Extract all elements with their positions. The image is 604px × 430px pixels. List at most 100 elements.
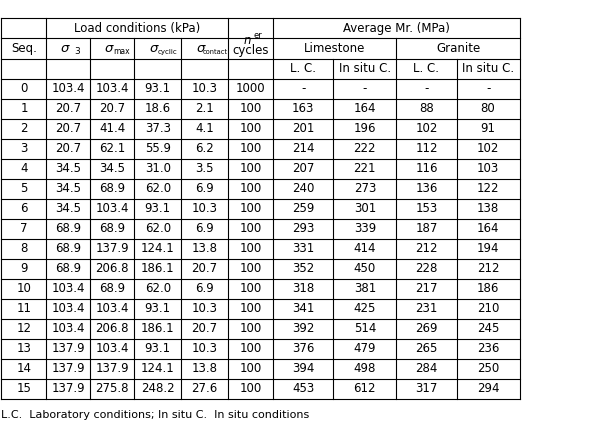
Text: 62.0: 62.0 xyxy=(144,182,171,195)
Text: 68.9: 68.9 xyxy=(99,182,126,195)
Text: L. C.: L. C. xyxy=(290,62,316,75)
Text: 196: 196 xyxy=(353,122,376,135)
Text: -: - xyxy=(301,82,306,95)
Text: 6: 6 xyxy=(20,202,28,215)
Text: 103.4: 103.4 xyxy=(95,302,129,315)
Text: 294: 294 xyxy=(477,382,500,395)
Text: 186.1: 186.1 xyxy=(141,262,175,275)
Text: 153: 153 xyxy=(416,202,437,215)
Text: 103.4: 103.4 xyxy=(95,202,129,215)
Text: 1: 1 xyxy=(20,102,28,115)
Text: 10.3: 10.3 xyxy=(191,82,217,95)
Text: 103.4: 103.4 xyxy=(52,302,85,315)
Text: 103.4: 103.4 xyxy=(52,322,85,335)
Text: 293: 293 xyxy=(292,222,315,235)
Text: 100: 100 xyxy=(239,262,262,275)
Text: 450: 450 xyxy=(354,262,376,275)
Text: 301: 301 xyxy=(354,202,376,215)
Text: σ: σ xyxy=(150,42,158,55)
Text: 259: 259 xyxy=(292,202,315,215)
Text: 250: 250 xyxy=(477,362,499,375)
Text: 3: 3 xyxy=(21,142,28,155)
Text: 265: 265 xyxy=(416,342,438,355)
Text: 3: 3 xyxy=(74,47,80,56)
Text: 100: 100 xyxy=(239,322,262,335)
Text: 8: 8 xyxy=(21,242,28,255)
Text: Load conditions (kPa): Load conditions (kPa) xyxy=(74,22,201,35)
Text: 20.7: 20.7 xyxy=(56,122,82,135)
Text: 269: 269 xyxy=(415,322,438,335)
Text: In situ C.: In situ C. xyxy=(339,62,391,75)
Text: 13: 13 xyxy=(16,342,31,355)
Text: 15: 15 xyxy=(16,382,31,395)
Text: 34.5: 34.5 xyxy=(99,162,125,175)
Text: 116: 116 xyxy=(415,162,438,175)
Text: 498: 498 xyxy=(353,362,376,375)
Text: 93.1: 93.1 xyxy=(144,202,171,215)
Text: 612: 612 xyxy=(353,382,376,395)
Text: 6.9: 6.9 xyxy=(195,222,214,235)
Text: 62.0: 62.0 xyxy=(144,222,171,235)
Text: σ: σ xyxy=(104,42,113,55)
Text: 10.3: 10.3 xyxy=(191,202,217,215)
Text: σ: σ xyxy=(60,42,69,55)
Text: 100: 100 xyxy=(239,182,262,195)
Text: cyclic: cyclic xyxy=(158,49,178,55)
Text: 240: 240 xyxy=(292,182,315,195)
Text: 376: 376 xyxy=(292,342,315,355)
Text: 206.8: 206.8 xyxy=(95,322,129,335)
Text: 425: 425 xyxy=(353,302,376,315)
Text: 453: 453 xyxy=(292,382,314,395)
Text: 34.5: 34.5 xyxy=(56,202,82,215)
Text: 4.1: 4.1 xyxy=(195,122,214,135)
Text: 228: 228 xyxy=(416,262,438,275)
Text: max: max xyxy=(114,47,130,56)
Text: er: er xyxy=(254,31,262,40)
Text: 137.9: 137.9 xyxy=(95,362,129,375)
Text: 479: 479 xyxy=(353,342,376,355)
Text: 194: 194 xyxy=(477,242,500,255)
Text: 100: 100 xyxy=(239,142,262,155)
Text: 103: 103 xyxy=(477,162,499,175)
Text: 222: 222 xyxy=(353,142,376,155)
Text: Average Mr. (MPa): Average Mr. (MPa) xyxy=(343,22,450,35)
Text: 317: 317 xyxy=(416,382,438,395)
Text: 41.4: 41.4 xyxy=(99,122,126,135)
Text: 103.4: 103.4 xyxy=(95,342,129,355)
Text: 248.2: 248.2 xyxy=(141,382,175,395)
Text: 164: 164 xyxy=(477,222,500,235)
Text: 68.9: 68.9 xyxy=(99,282,126,295)
Text: 100: 100 xyxy=(239,122,262,135)
Text: 414: 414 xyxy=(353,242,376,255)
Text: 3.5: 3.5 xyxy=(195,162,214,175)
Text: 186: 186 xyxy=(477,282,500,295)
Text: 31.0: 31.0 xyxy=(145,162,171,175)
Text: 100: 100 xyxy=(239,242,262,255)
Text: 394: 394 xyxy=(292,362,315,375)
Text: 273: 273 xyxy=(353,182,376,195)
Text: 138: 138 xyxy=(477,202,499,215)
Text: 207: 207 xyxy=(292,162,315,175)
Text: 102: 102 xyxy=(477,142,500,155)
Text: 100: 100 xyxy=(239,222,262,235)
Text: 164: 164 xyxy=(353,102,376,115)
Text: 4: 4 xyxy=(20,162,28,175)
Text: 91: 91 xyxy=(481,122,495,135)
Text: 68.9: 68.9 xyxy=(56,222,82,235)
Text: -: - xyxy=(424,82,429,95)
Text: Limestone: Limestone xyxy=(304,42,365,55)
Text: 100: 100 xyxy=(239,342,262,355)
Text: 34.5: 34.5 xyxy=(56,182,82,195)
Text: 100: 100 xyxy=(239,282,262,295)
Text: 10.3: 10.3 xyxy=(191,302,217,315)
Text: 341: 341 xyxy=(292,302,315,315)
Text: 93.1: 93.1 xyxy=(144,342,171,355)
Text: 10.3: 10.3 xyxy=(191,342,217,355)
Text: 137.9: 137.9 xyxy=(51,362,85,375)
Text: 201: 201 xyxy=(292,122,315,135)
Text: 20.7: 20.7 xyxy=(56,102,82,115)
Text: 27.6: 27.6 xyxy=(191,382,217,395)
Text: 331: 331 xyxy=(292,242,314,255)
Text: 18.6: 18.6 xyxy=(144,102,171,115)
Text: 7: 7 xyxy=(20,222,28,235)
